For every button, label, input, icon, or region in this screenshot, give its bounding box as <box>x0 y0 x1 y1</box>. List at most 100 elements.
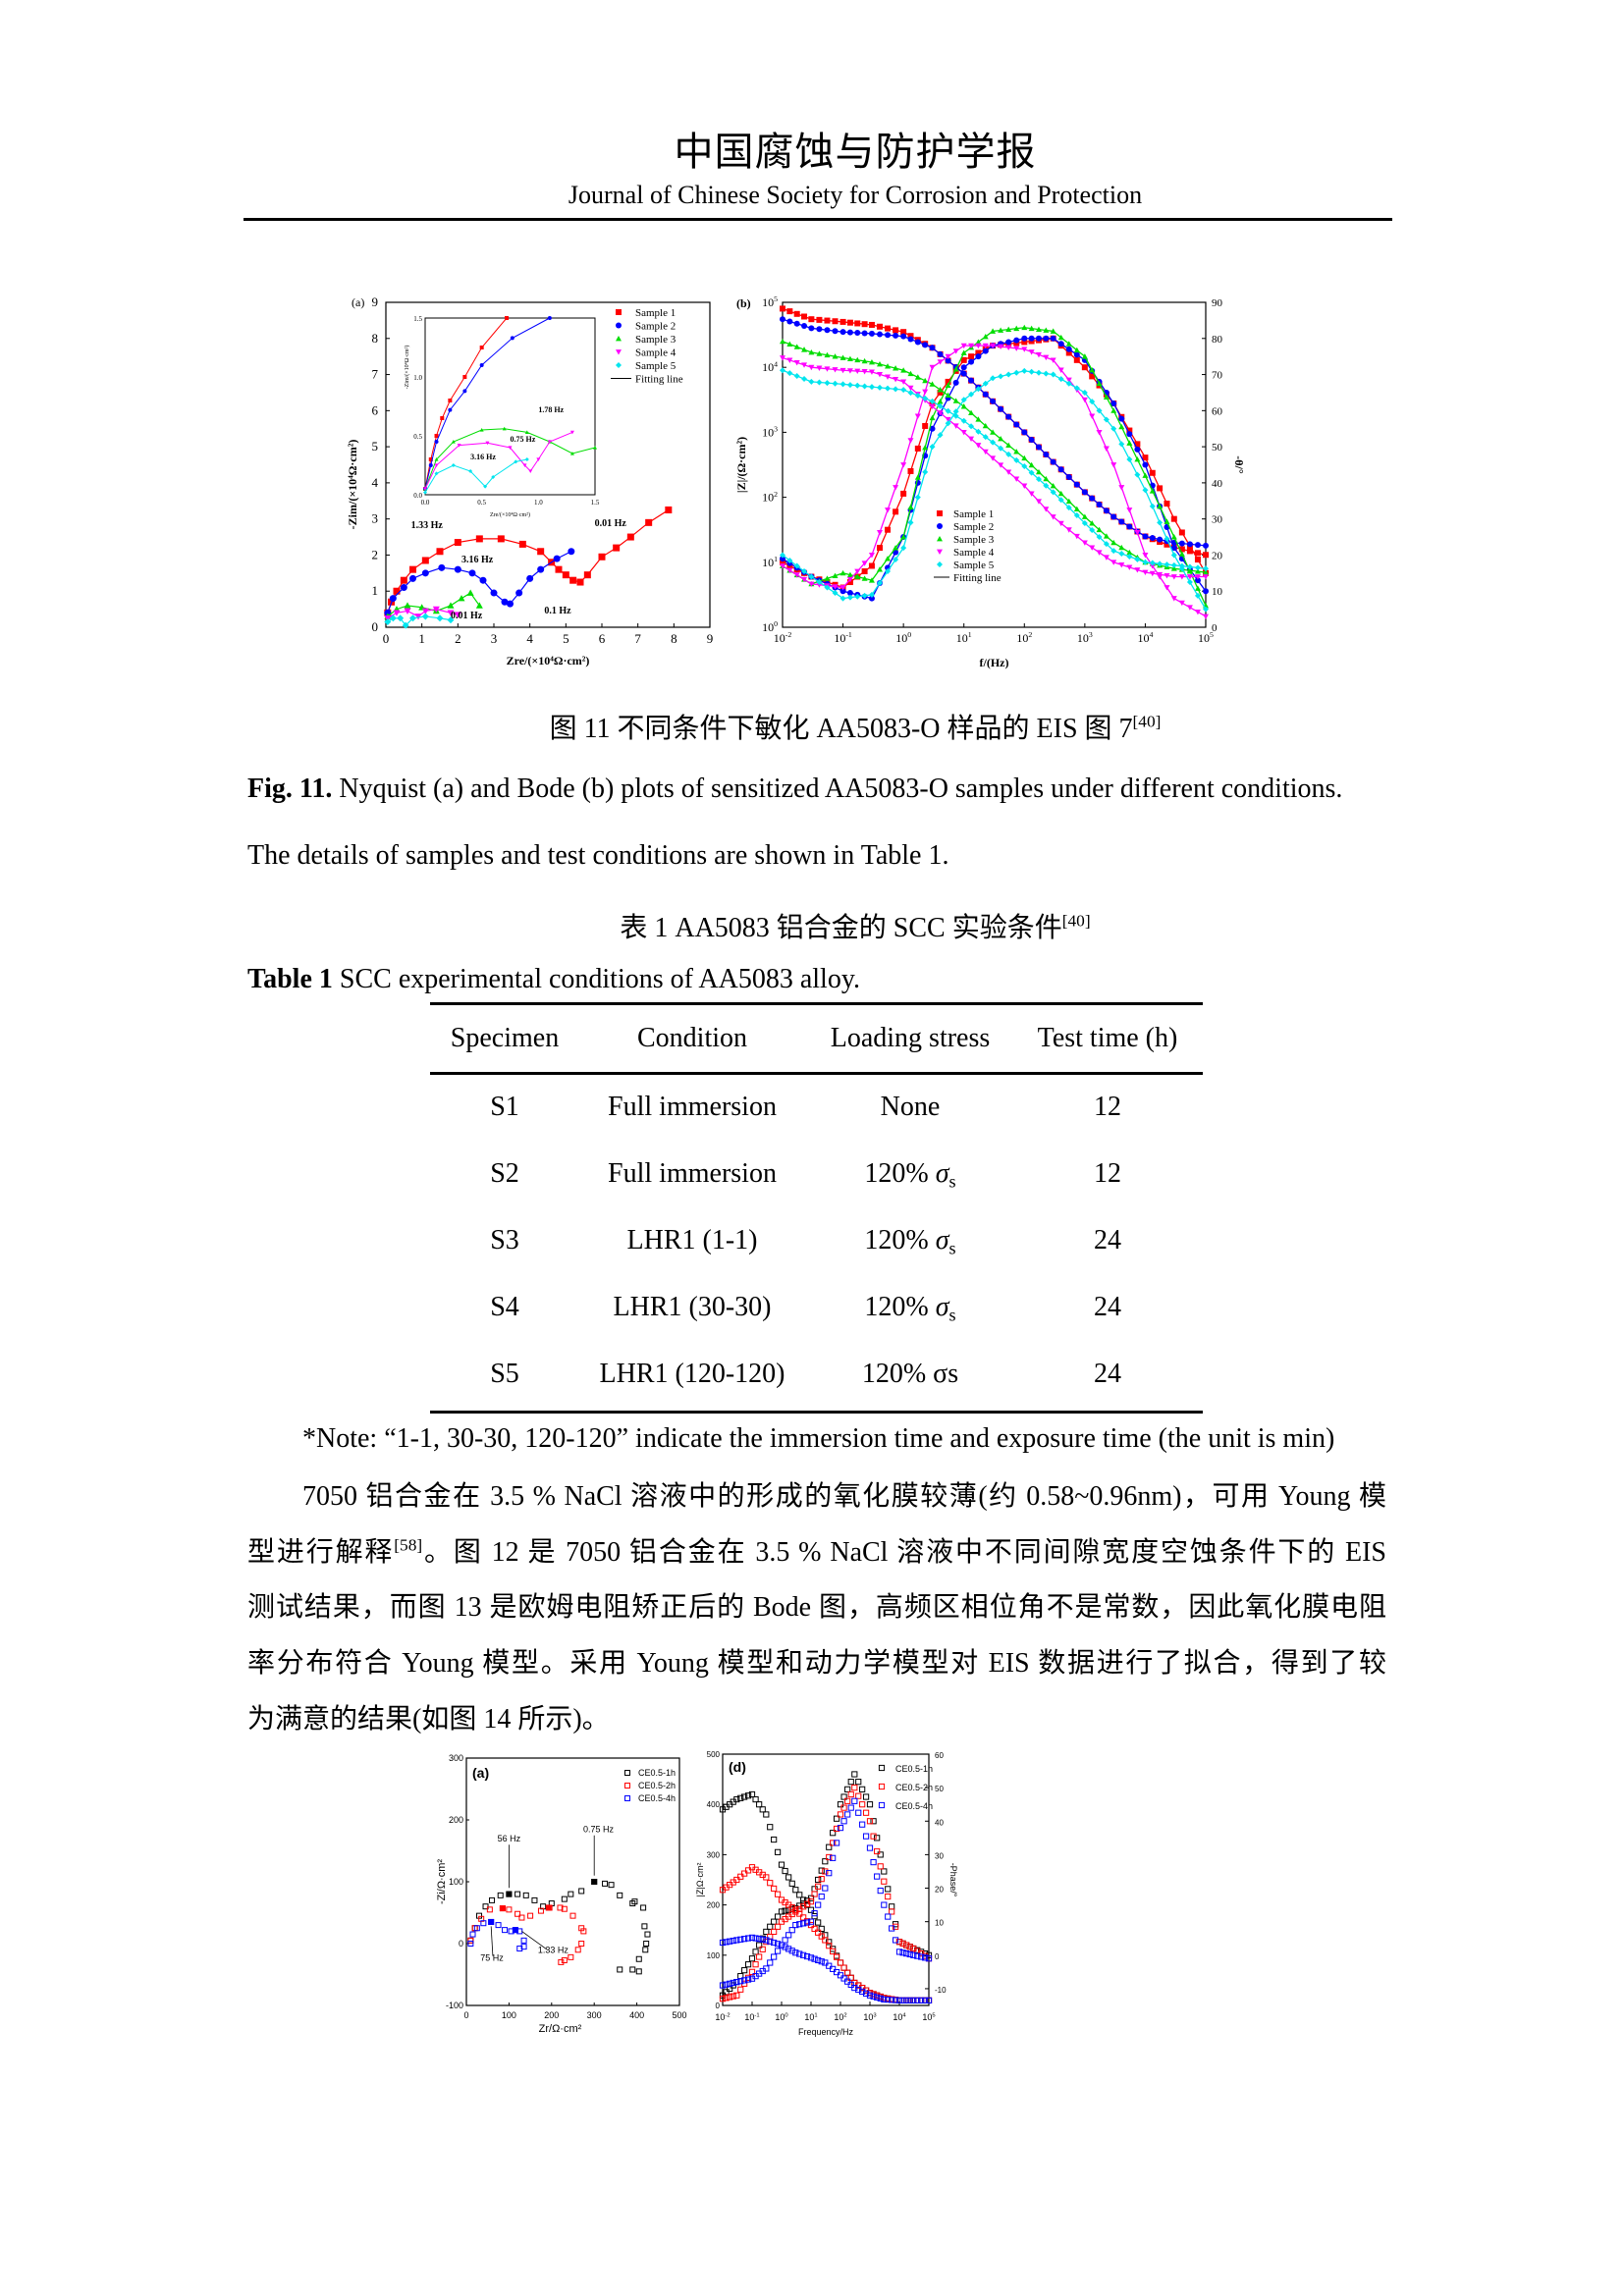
phase-point <box>1089 366 1096 373</box>
phase-point <box>903 1942 910 1949</box>
modulus-point <box>840 1964 847 1971</box>
modulus-point <box>922 395 929 401</box>
annotation: 0.75 Hz <box>583 1825 615 1835</box>
modulus-point <box>937 387 944 393</box>
modulus-point <box>808 348 815 355</box>
phase-point <box>906 1944 913 1950</box>
modulus-point <box>763 1937 770 1944</box>
modulus-point <box>1021 429 1028 436</box>
modulus-point <box>816 379 823 386</box>
modulus-point <box>780 367 785 374</box>
data-point <box>568 1953 574 1960</box>
modulus-point <box>793 373 800 380</box>
y-tick-label: 105 <box>762 294 778 309</box>
phase-point <box>822 1858 829 1865</box>
data-point <box>409 614 416 622</box>
modulus-point <box>1021 463 1028 470</box>
modulus-point <box>847 1974 854 1981</box>
phase-point <box>1164 501 1170 507</box>
x-tick-label: 100 <box>895 630 911 645</box>
modulus-point <box>1149 570 1156 577</box>
phase-point <box>782 1937 788 1944</box>
figure-11-caption-zh: 图 11 不同条件下敏化 AA5083-O 样品的 EIS 图 7[40] <box>0 707 1624 746</box>
inset-data-point <box>434 440 439 444</box>
y-tick-label: 0 <box>459 1939 463 1949</box>
data-point <box>644 1931 651 1938</box>
data-point <box>486 1906 493 1913</box>
phase-point <box>1134 441 1141 448</box>
phase-point <box>914 413 921 419</box>
modulus-point <box>870 1993 877 2000</box>
modulus-point <box>782 1944 788 1950</box>
phase-point <box>968 343 975 349</box>
cell-condition: LHR1 (30-30) <box>614 1292 772 1323</box>
phase-point <box>833 1815 840 1822</box>
inset-data-point <box>547 316 552 320</box>
modulus-point <box>846 319 853 326</box>
y2-tick-label: 20 <box>935 1886 944 1895</box>
data-point <box>397 614 405 622</box>
modulus-point <box>1050 458 1056 465</box>
phase-point <box>945 353 951 360</box>
paragraph-line: 率分布符合 Young 模型。采用 Young 模型和动力学模型对 EIS 数据… <box>247 1646 1386 1682</box>
data-point <box>436 614 444 622</box>
paragraph-line: 7050 铝合金在 3.5 % NaCl 溶液中的形成的氧化膜较薄(约 0.58… <box>302 1479 1386 1515</box>
modulus-point <box>1126 523 1133 530</box>
modulus-point <box>899 1997 906 2003</box>
phase-point <box>824 584 831 591</box>
modulus-point <box>1157 536 1164 543</box>
x-tick-label: 400 <box>629 2010 644 2020</box>
phase-point <box>885 556 892 561</box>
modulus-point <box>861 357 868 364</box>
table-note: *Note: “1-1, 30-30, 120-120” indicate th… <box>302 1423 1335 1454</box>
phase-point <box>832 590 839 597</box>
phase-point <box>982 380 989 387</box>
x-tick-label: 0 <box>463 2010 468 2020</box>
phase-point <box>937 432 944 439</box>
phase-point <box>914 474 921 480</box>
phase-point <box>822 1868 829 1875</box>
phase-point <box>846 590 853 597</box>
series-sample-4 <box>384 606 461 622</box>
phase-point <box>844 1797 851 1804</box>
inset-x-tick-label: 1.5 <box>591 499 600 507</box>
x-tick-label: 6 <box>599 631 606 646</box>
phase-point <box>733 1992 740 1999</box>
x-tick-label: 104 <box>1137 630 1153 645</box>
modulus-point <box>786 308 793 315</box>
y2-tick-label: 30 <box>1212 514 1223 526</box>
phase-point <box>866 1801 874 1808</box>
modulus-point <box>822 1959 829 1966</box>
caption-text: SCC experimental conditions of AA5083 al… <box>332 964 861 994</box>
phase-point <box>767 1933 774 1941</box>
modulus-point <box>922 342 929 348</box>
x-tick-label: 8 <box>671 631 677 646</box>
phase-point <box>1035 369 1042 376</box>
cell-text: LHR1 (30-30) <box>613 1292 772 1322</box>
phase-point <box>1065 346 1072 352</box>
inset-data-point <box>479 346 484 349</box>
data-point <box>467 1937 474 1944</box>
y-tick-label: 3 <box>372 511 379 526</box>
phase-point <box>998 373 1004 380</box>
modulus-point <box>1065 498 1072 505</box>
phase-point <box>815 1901 822 1908</box>
phase-point <box>922 422 929 429</box>
phase-point <box>780 563 785 569</box>
y-tick-label: 9 <box>372 294 379 309</box>
modulus-point <box>785 1874 792 1881</box>
phase-point <box>1186 605 1193 611</box>
phase-point <box>855 1809 862 1816</box>
phase-point <box>881 1878 888 1885</box>
table-top-rule <box>430 1002 1203 1005</box>
modulus-point <box>914 339 921 346</box>
line-text: 。图 12 是 7050 铝合金在 3.5 % NaCl 溶液中不同间隙宽度空蚀… <box>422 1537 1386 1568</box>
line-text: 率分布符合 Young 模型。采用 Young 模型和动力学模型对 EIS 数据… <box>247 1648 1386 1679</box>
phase-point <box>1126 431 1133 438</box>
y2-tick-label: 0 <box>1212 622 1218 634</box>
data-point <box>527 1912 534 1919</box>
x-axis-title: Frequency/Hz <box>798 2027 854 2037</box>
paragraph-line: 测试结果，而图 13 是欧姆电阻矫正后的 Bode 图，高频区相位角不是常数，因… <box>247 1590 1386 1626</box>
modulus-point <box>1081 489 1088 496</box>
modulus-point <box>1050 489 1056 496</box>
